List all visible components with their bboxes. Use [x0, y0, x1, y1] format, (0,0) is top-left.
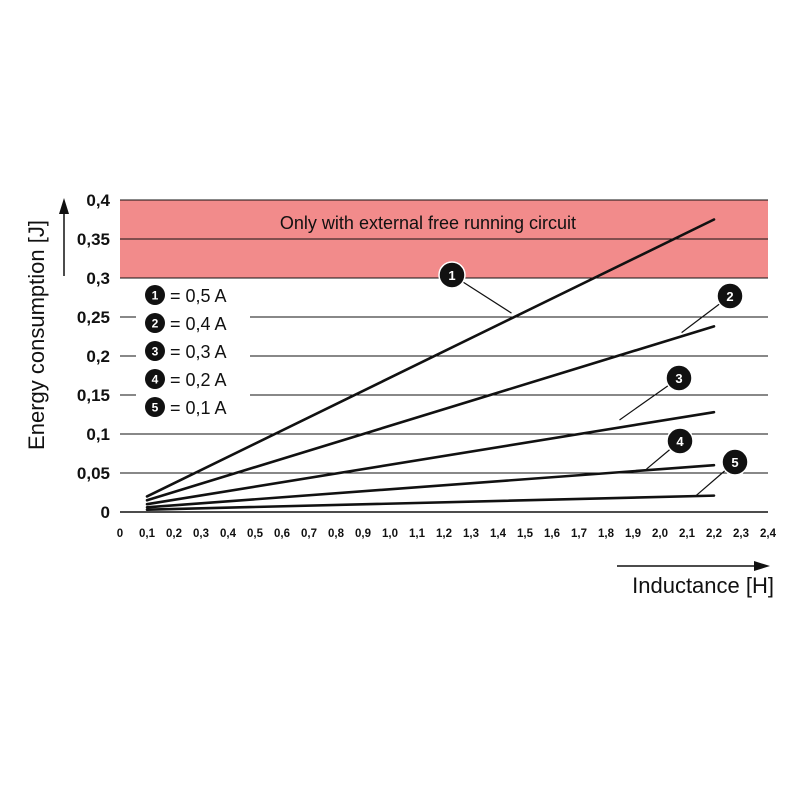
- y-axis-title: Energy consumption [J]: [24, 220, 49, 450]
- y-tick-label: 0,4: [86, 191, 110, 210]
- x-tick-label: 1,8: [598, 528, 615, 540]
- x-tick-label: 1,0: [382, 528, 398, 540]
- leader-line-4: [646, 448, 671, 470]
- y-tick-label: 0,35: [77, 230, 110, 249]
- x-axis-title: Inductance [H]: [632, 573, 774, 598]
- y-axis-arrow-head: [59, 198, 69, 214]
- x-tick-label: 1,6: [544, 528, 560, 540]
- series-marker-label: 1: [448, 268, 455, 283]
- x-tick-label: 2,1: [679, 528, 696, 540]
- legend-entry-label: = 0,3 A: [170, 342, 227, 362]
- legend-marker-1: [145, 285, 165, 305]
- y-tick-label: 0,25: [77, 308, 110, 327]
- legend-marker-3: [145, 341, 165, 361]
- series-line-5: [145, 494, 716, 511]
- leader-line-5: [694, 470, 726, 497]
- leader-line-1: [462, 281, 512, 314]
- series-line-3: [145, 410, 716, 506]
- x-tick-label: 0: [117, 528, 123, 540]
- legend-entry-label: = 0,4 A: [170, 314, 227, 334]
- band-label: Only with external free running circuit: [280, 213, 576, 233]
- series-line-4: [145, 463, 716, 509]
- series-marker-1: [438, 261, 466, 289]
- x-tick-label: 1,5: [517, 528, 534, 540]
- y-tick-label: 0,3: [86, 269, 110, 288]
- series-marker-label: 3: [675, 371, 682, 386]
- x-tick-label: 2,2: [706, 528, 722, 540]
- legend-marker-label: 3: [152, 345, 159, 359]
- x-tick-label: 1,4: [490, 528, 507, 540]
- x-axis-ticks: 0 0,1 0,2 0,3 0,4 0,5 0,6 0,7 0,8 0,9 1,0 1,1 1,2 1,3…: [117, 528, 777, 540]
- x-tick-label: 1,3: [463, 528, 479, 540]
- legend-entry-label: = 0,1 A: [170, 398, 227, 418]
- leader-line-3: [619, 385, 669, 421]
- x-tick-label: 0,1: [139, 528, 156, 540]
- x-tick-label: 0,4: [220, 528, 237, 540]
- legend-marker-5: [145, 397, 165, 417]
- series-line-1: [145, 218, 716, 498]
- y-tick-label: 0,15: [77, 386, 110, 405]
- leader-line-2: [681, 303, 720, 334]
- legend-entry-label: = 0,5 A: [170, 286, 227, 306]
- y-tick-label: 0: [101, 503, 110, 522]
- series-marker-label: 4: [676, 434, 684, 449]
- x-tick-label: 0,6: [274, 528, 290, 540]
- series-line-2: [145, 325, 716, 502]
- legend-marker-label: 4: [152, 373, 159, 387]
- x-tick-label: 2,3: [733, 528, 749, 540]
- y-axis-ticks: 0 0,05 0,1 0,15 0,2 0,25 0,3 0,35 0,4: [77, 191, 111, 522]
- y-tick-label: 0,2: [86, 347, 110, 366]
- y-tick-label: 0,05: [77, 464, 110, 483]
- x-tick-label: 2,4: [760, 528, 777, 540]
- x-axis-arrow-head: [754, 561, 770, 571]
- series-marker-label: 2: [726, 289, 733, 304]
- x-tick-label: 0,7: [301, 528, 317, 540]
- series-marker-2: [716, 282, 744, 310]
- series-marker-3: [665, 364, 693, 392]
- x-tick-label: 2,0: [652, 528, 668, 540]
- legend-marker-4: [145, 369, 165, 389]
- x-tick-label: 0,9: [355, 528, 371, 540]
- x-tick-label: 1,1: [409, 528, 426, 540]
- legend-marker-label: 1: [152, 289, 159, 303]
- x-tick-label: 1,2: [436, 528, 452, 540]
- x-tick-label: 0,8: [328, 528, 345, 540]
- y-tick-label: 0,1: [86, 425, 110, 444]
- x-tick-label: 1,9: [625, 528, 641, 540]
- series-lines: 1 2 3 4 5: [145, 218, 749, 511]
- legend-marker-label: 5: [152, 401, 159, 415]
- x-tick-label: 0,2: [166, 528, 182, 540]
- legend-marker-label: 2: [152, 317, 159, 331]
- x-tick-label: 0,3: [193, 528, 209, 540]
- x-tick-label: 1,7: [571, 528, 587, 540]
- series-marker-4: [666, 427, 694, 455]
- legend-entry-label: = 0,2 A: [170, 370, 227, 390]
- legend-marker-2: [145, 313, 165, 333]
- legend: 1 = 0,5 A 2 = 0,4 A 3 = 0,3 A 4 = 0,2 A 5 = 0,1 A: [136, 280, 250, 420]
- series-marker-label: 5: [731, 455, 738, 470]
- x-tick-label: 0,5: [247, 528, 264, 540]
- series-marker-5: [721, 448, 749, 476]
